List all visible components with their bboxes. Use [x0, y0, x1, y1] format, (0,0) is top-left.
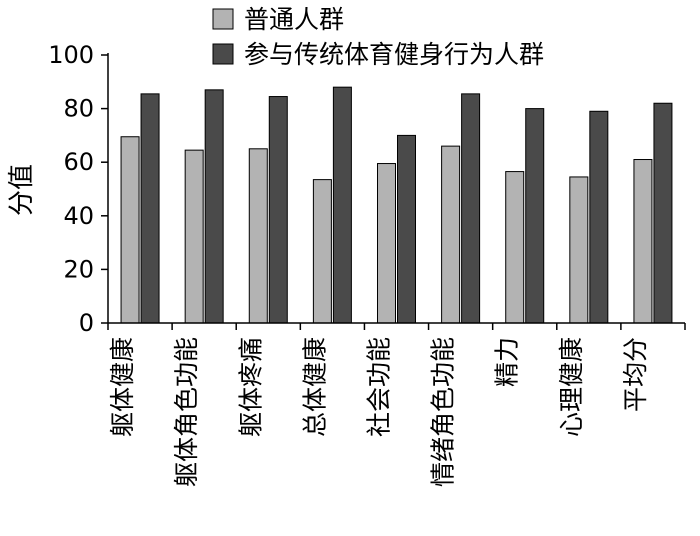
- bar-series-1-4: [312, 179, 332, 324]
- bar-series-2-3: [268, 96, 288, 324]
- bar-series-2-4: [332, 86, 352, 324]
- y-tick-label-60: 60: [63, 148, 94, 176]
- category-label-7: 精力: [493, 337, 522, 387]
- y-tick-label-80: 80: [63, 95, 94, 123]
- bar-series-2-7: [525, 108, 545, 324]
- bar-series-1-6: [441, 145, 461, 324]
- category-label-1: 躯体健康: [108, 337, 137, 437]
- category-label-5: 社会功能: [365, 337, 394, 437]
- bar-series-1-3: [248, 148, 268, 324]
- legend-swatch-series-2: [212, 43, 234, 65]
- category-label-4: 总体健康: [300, 337, 329, 437]
- bar-series-2-6: [461, 93, 481, 324]
- bar-series-2-8: [589, 110, 609, 324]
- category-label-2: 躯体角色功能: [172, 337, 201, 487]
- bar-series-1-2: [184, 149, 204, 324]
- bar-series-1-7: [505, 171, 525, 324]
- y-axis-label: 分值: [7, 164, 37, 216]
- plot-area: 0 20 40 60 80 100 躯体健康 躯体角色功能 躯体疼痛 总体健康 社会功能 情绪角色功能…: [48, 41, 686, 487]
- legend-label-series-2: 参与传统体育健身行为人群: [244, 40, 544, 69]
- category-label-9: 平均分: [621, 337, 650, 412]
- legend-label-series-1: 普通人群: [244, 5, 344, 34]
- y-tick-label-0: 0: [79, 309, 94, 337]
- legend: 普通人群 参与传统体育健身行为人群: [212, 5, 544, 69]
- category-label-3: 躯体疼痛: [236, 337, 265, 437]
- category-label-6: 情绪角色功能: [429, 337, 458, 487]
- category-label-8: 心理健康: [557, 337, 586, 437]
- y-tick-label-40: 40: [63, 202, 94, 230]
- bar-series-1-9: [633, 159, 653, 324]
- bar-series-2-2: [204, 89, 224, 324]
- y-tick-label-100: 100: [48, 41, 94, 69]
- bar-series-1-8: [569, 176, 589, 324]
- bar-series-2-9: [653, 102, 673, 324]
- legend-swatch-series-1: [212, 8, 234, 30]
- y-tick-label-20: 20: [63, 255, 94, 283]
- bar-series-2-5: [397, 134, 416, 324]
- bar-series-1-5: [377, 163, 396, 324]
- bar-series-2-1: [140, 93, 160, 324]
- bar-series-1-1: [120, 136, 140, 324]
